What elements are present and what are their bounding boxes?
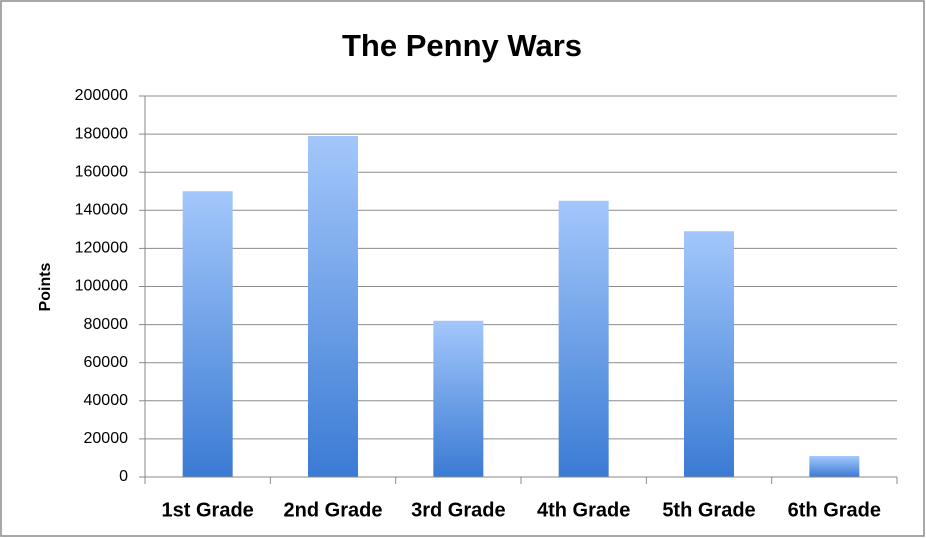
bar	[308, 136, 358, 477]
x-tick-label: 6th Grade	[788, 499, 881, 521]
x-tick-label: 4th Grade	[537, 499, 630, 521]
y-tick-label: 0	[119, 468, 128, 485]
y-axis-label: Points	[37, 262, 54, 311]
x-tick-label: 2nd Grade	[284, 499, 383, 521]
bar	[684, 231, 734, 477]
bar	[182, 191, 233, 477]
bar	[558, 200, 609, 477]
y-tick-label: 80000	[84, 316, 129, 333]
y-tick-label: 160000	[75, 163, 128, 180]
y-tick-label: 200000	[75, 87, 128, 104]
y-tick-label: 100000	[75, 278, 128, 295]
y-tick-label: 20000	[84, 430, 129, 447]
x-tick-label: 5th Grade	[662, 499, 755, 521]
chart-title: The Penny Wars	[342, 28, 582, 63]
y-tick-label: 120000	[75, 240, 128, 257]
y-tick-label: 140000	[75, 202, 128, 219]
y-tick-label: 40000	[84, 392, 129, 409]
y-tick-label: 60000	[84, 354, 129, 371]
x-tick-label: 3rd Grade	[411, 499, 505, 521]
y-tick-label: 180000	[75, 125, 128, 142]
x-tick-label: 1st Grade	[162, 499, 254, 521]
bar	[809, 456, 860, 477]
bar	[433, 320, 484, 477]
